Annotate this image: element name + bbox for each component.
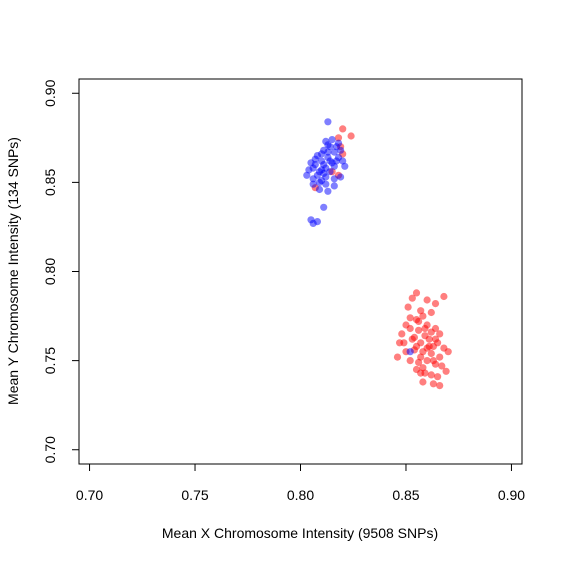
data-point [423,357,431,365]
data-point [337,173,345,181]
data-point [423,296,431,304]
data-point [410,333,418,341]
data-point [334,134,343,142]
x-tick-label: 0.70 [76,487,103,503]
data-point [440,292,448,301]
data-point [419,312,427,320]
x-axis: 0.70 0.75 0.80 0.85 0.90 [76,463,525,503]
data-point [330,175,338,183]
data-point [406,314,414,322]
points-layer [303,118,452,390]
data-point [431,335,440,343]
y-tick-label: 0.85 [42,169,58,196]
data-point [438,362,446,370]
data-point [396,339,404,347]
data-point [412,342,421,350]
data-point [434,373,442,381]
data-point [334,139,343,147]
y-tick-label: 0.80 [42,258,58,285]
data-point [324,141,332,149]
data-point [324,187,332,195]
data-point [436,382,444,390]
data-point [412,316,421,324]
data-point [347,132,355,140]
data-point [412,289,421,297]
data-point [330,182,338,190]
data-point [324,118,332,126]
data-point [313,171,321,179]
y-axis: 0.70 0.75 0.80 0.85 0.90 [42,79,80,463]
data-point [320,161,328,169]
data-point [339,125,347,133]
data-point [408,294,416,302]
data-point [436,330,444,338]
data-point [326,157,334,165]
data-point [406,324,414,333]
plot-frame [78,78,523,465]
data-point [320,169,328,178]
data-point [429,380,437,388]
y-tick-label: 0.75 [42,347,58,374]
data-point [337,146,345,154]
data-point [320,203,328,211]
data-point [309,180,317,188]
x-tick-label: 0.80 [287,487,314,503]
data-point [404,303,412,311]
data-point [341,162,349,170]
data-point [332,157,340,165]
data-point [318,150,326,158]
data-point [406,348,414,356]
data-point [419,378,427,386]
data-point [315,178,324,186]
data-point [436,353,444,361]
data-point [406,357,414,365]
data-point [427,328,435,336]
data-point [429,357,437,365]
data-point [326,168,334,176]
data-point [444,348,452,356]
data-point [431,300,440,308]
data-point [417,307,425,315]
y-tick-label: 0.70 [42,436,58,463]
y-tick-label: 0.90 [42,79,58,106]
data-point [423,344,431,352]
y-axis-title: Mean Y Chromosome Intensity (134 SNPs) [5,137,21,405]
data-point [313,218,321,226]
data-point [415,326,423,334]
data-point [324,148,332,156]
data-point [419,364,427,372]
x-tick-label: 0.75 [181,487,208,503]
data-point [303,171,311,179]
data-point [421,332,429,340]
data-point [322,180,330,188]
series-0 [311,125,452,390]
data-point [398,330,406,338]
data-point [328,136,336,144]
data-point [307,159,315,167]
data-point [442,367,450,375]
data-point [393,353,402,361]
series-1 [303,118,414,356]
x-tick-label: 0.90 [498,487,525,503]
data-point [417,369,425,377]
data-point [427,349,435,358]
data-point [421,324,429,333]
x-axis-title: Mean X Chromosome Intensity (9508 SNPs) [162,525,438,541]
x-tick-label: 0.85 [392,487,419,503]
data-point [417,353,425,361]
data-point [427,371,435,379]
data-point [315,185,324,194]
data-point [427,308,435,317]
data-point [330,148,338,156]
